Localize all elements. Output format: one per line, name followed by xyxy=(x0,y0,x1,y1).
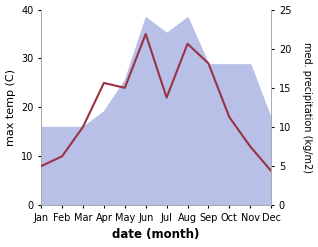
X-axis label: date (month): date (month) xyxy=(113,228,200,242)
Y-axis label: med. precipitation (kg/m2): med. precipitation (kg/m2) xyxy=(302,42,313,173)
Y-axis label: max temp (C): max temp (C) xyxy=(5,69,16,146)
